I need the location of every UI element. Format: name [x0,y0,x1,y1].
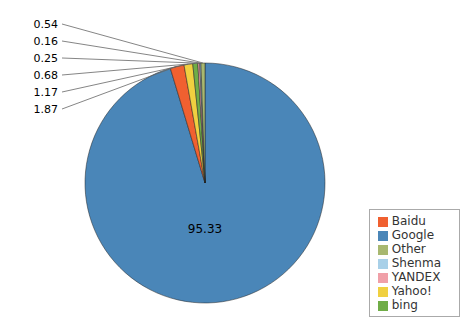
svg-text:0.25: 0.25 [34,52,59,65]
html-text:Shenma: Shenma [391,256,441,270]
svg-text:0.68: 0.68 [34,69,59,82]
svg-text:0.16: 0.16 [34,35,59,48]
html-text:Baidu: Baidu [391,214,426,228]
svg-text:95.33: 95.33 [188,222,222,236]
svg-text:0.54: 0.54 [34,18,59,31]
html-text:YANDEX: YANDEX [391,270,441,284]
html-text:Other: Other [391,242,426,256]
html-text:bing: bing [391,298,418,312]
html-text:Google: Google [391,228,435,242]
svg-text:1.87: 1.87 [34,103,59,116]
html-text:Yahoo!: Yahoo! [391,284,432,298]
svg-text:1.17: 1.17 [34,86,59,99]
